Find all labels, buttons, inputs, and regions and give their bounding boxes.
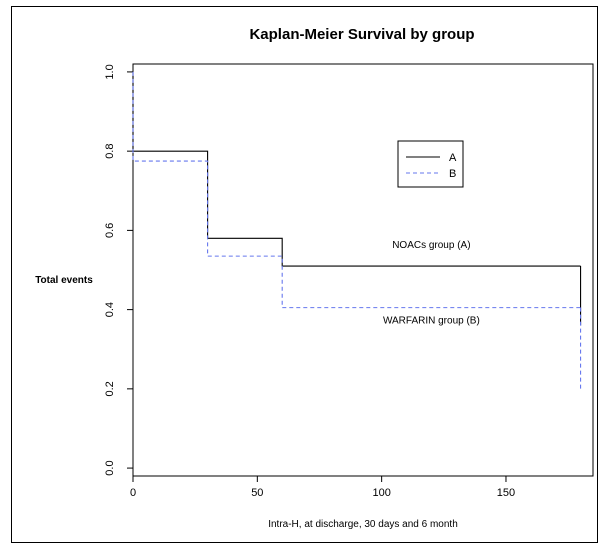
y-tick-label: 0.4 <box>104 302 116 317</box>
x-tick-label: 100 <box>372 487 390 499</box>
annotation-label-0: NOACs group (A) <box>392 240 470 251</box>
chart-frame <box>11 6 598 543</box>
y-tick-label: 0.8 <box>104 144 116 159</box>
series-line-a <box>132 71 582 326</box>
y-tick-label: 1.0 <box>104 64 116 79</box>
x-tick-label: 150 <box>497 487 515 499</box>
y-tick-label: 0.2 <box>104 381 116 396</box>
chart-title: Kaplan-Meier Survival by group <box>249 26 474 43</box>
x-tick-label: 50 <box>251 487 263 499</box>
x-axis-label: Intra-H, at discharge, 30 days and 6 mon… <box>268 519 458 530</box>
y-axis-label: Total events <box>35 275 93 286</box>
legend-box <box>397 140 464 188</box>
x-tick-label: 0 <box>130 487 136 499</box>
annotation-label-1: WARFARIN group (B) <box>383 315 480 326</box>
legend-label-a: A <box>449 152 457 164</box>
series-line-b <box>132 71 582 389</box>
legend-label-b: B <box>449 168 456 180</box>
plot-area <box>132 63 594 477</box>
y-tick-label: 0.6 <box>104 223 116 238</box>
y-tick-label: 0.0 <box>104 460 116 475</box>
